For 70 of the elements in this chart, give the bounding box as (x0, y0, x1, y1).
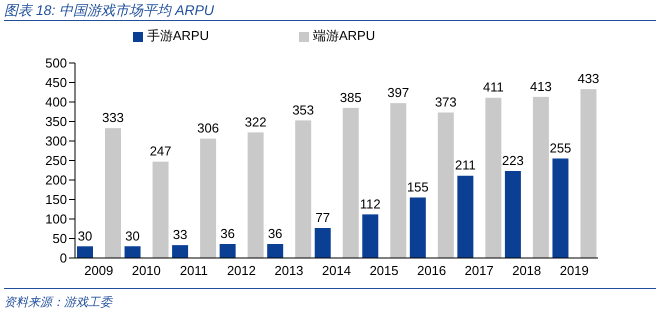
y-tick-label: 250 (45, 153, 67, 168)
x-tick-label: 2017 (464, 263, 494, 278)
bar (152, 162, 169, 258)
bar (580, 89, 596, 258)
data-label: 353 (292, 102, 314, 118)
legend-label: 端游ARPU (313, 28, 376, 43)
data-label: 33 (172, 227, 188, 242)
y-tick-label: 100 (45, 212, 67, 227)
data-label: 333 (102, 110, 124, 126)
x-tick-label: 2015 (370, 263, 399, 278)
data-label: 112 (360, 196, 381, 212)
y-tick-label: 350 (45, 114, 67, 130)
bar (172, 245, 188, 258)
text: 资料来源：游戏工委 (4, 294, 114, 311)
data-label: 211 (454, 158, 476, 173)
data-label: 77 (315, 210, 330, 225)
data-label: 413 (530, 78, 552, 94)
data-label: 306 (197, 120, 219, 136)
y-tick-label: 50 (52, 231, 67, 246)
bar (248, 132, 264, 258)
bar (390, 103, 406, 258)
data-label: 411 (482, 80, 504, 95)
x-tick-label: 2012 (226, 263, 256, 278)
bar (314, 228, 331, 258)
bar (457, 176, 474, 258)
bar (124, 246, 141, 258)
data-label: 433 (578, 71, 600, 86)
bar (342, 108, 359, 258)
data-label: 397 (387, 85, 410, 100)
x-tick-label: 2009 (84, 263, 114, 278)
data-label: 36 (268, 226, 282, 241)
y-tick-label: 400 (45, 94, 67, 110)
data-label: 385 (340, 90, 362, 105)
bar (504, 171, 521, 258)
data-label: 247 (150, 144, 172, 159)
data-label: 373 (434, 94, 457, 110)
x-tick-label: 2016 (417, 263, 446, 278)
data-label: 322 (244, 114, 266, 130)
bar (438, 112, 454, 258)
x-tick-label: 2014 (322, 263, 351, 278)
data-label: 30 (125, 228, 140, 244)
x-tick-label: 2010 (132, 263, 161, 278)
bar (362, 214, 378, 258)
bar (267, 244, 284, 258)
y-tick-label: 0 (60, 250, 67, 266)
data-label: 223 (502, 153, 524, 168)
y-tick-label: 150 (45, 192, 67, 208)
bar (77, 246, 93, 258)
data-label: 30 (78, 228, 92, 244)
bar (295, 120, 312, 258)
y-tick-label: 450 (45, 75, 67, 90)
y-tick-label: 200 (45, 172, 67, 188)
bar (485, 98, 502, 258)
bar (532, 96, 549, 258)
bar (200, 138, 216, 258)
legend-label: 手游ARPU (146, 28, 209, 43)
x-tick-label: 2019 (560, 263, 589, 278)
x-tick-label: 2013 (274, 263, 304, 278)
data-label: 255 (550, 140, 572, 156)
bar (410, 198, 426, 258)
y-tick-label: 500 (45, 56, 67, 71)
x-tick-label: 2011 (180, 263, 208, 278)
chart-title: 图表 18: 中国游戏市场平均 ARPU (4, 1, 656, 21)
x-tick-label: 2018 (512, 263, 542, 278)
data-label: 36 (220, 226, 235, 241)
bar (220, 244, 236, 258)
bar (105, 128, 121, 258)
bar (552, 158, 568, 258)
y-tick-label: 300 (45, 134, 67, 149)
data-label: 155 (406, 180, 429, 195)
